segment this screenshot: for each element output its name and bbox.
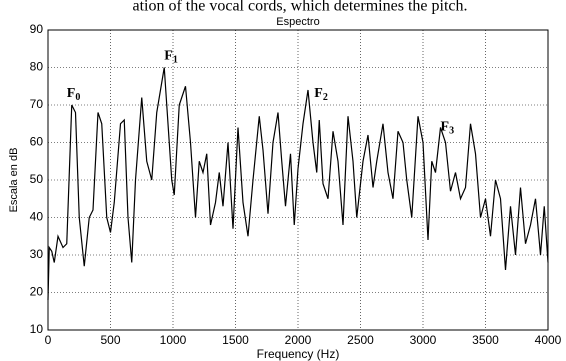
annotation-subscript: 3	[449, 126, 454, 137]
y-tick-label: 50	[30, 172, 44, 186]
x-tick-label: 3000	[410, 333, 437, 347]
annotation-text: F	[314, 86, 323, 101]
annotation-subscript: 0	[75, 92, 80, 103]
x-tick-label: 1000	[160, 333, 187, 347]
chart-title: Espectro	[276, 16, 319, 28]
x-tick-label: 3500	[472, 333, 499, 347]
annotation-subscript: 1	[173, 55, 178, 66]
x-tick-label: 2000	[285, 333, 312, 347]
y-tick-label: 30	[30, 247, 44, 261]
y-axis-label: Escala en dB	[8, 148, 20, 213]
line-series	[47, 67, 549, 301]
y-tick-label: 70	[30, 97, 44, 111]
annotation-text: F	[67, 86, 76, 101]
x-axis-label: Frequency (Hz)	[257, 347, 340, 361]
y-tick-label: 10	[30, 322, 44, 336]
x-tick-label: 500	[100, 333, 120, 347]
annotation: F1	[164, 48, 178, 65]
x-tick-label: 2500	[347, 333, 374, 347]
annotation-text: F	[164, 48, 173, 63]
plot-frame	[47, 29, 549, 331]
annotation: F2	[314, 86, 328, 103]
y-tick-label: 60	[30, 135, 44, 149]
x-tick-label: 0	[45, 333, 52, 347]
annotation: F3	[441, 120, 455, 137]
annotation: F0	[67, 86, 81, 103]
y-tick-label: 80	[30, 60, 44, 74]
y-tick-label: 20	[30, 285, 44, 299]
annotation-text: F	[441, 120, 450, 135]
annotation-subscript: 2	[323, 92, 328, 103]
header-text: ation of the vocal cords, which determin…	[132, 0, 467, 15]
y-tick-label: 40	[30, 210, 44, 224]
x-tick-label: 1500	[222, 333, 249, 347]
y-tick-label: 90	[30, 22, 44, 36]
x-tick-label: 4000	[535, 333, 562, 347]
